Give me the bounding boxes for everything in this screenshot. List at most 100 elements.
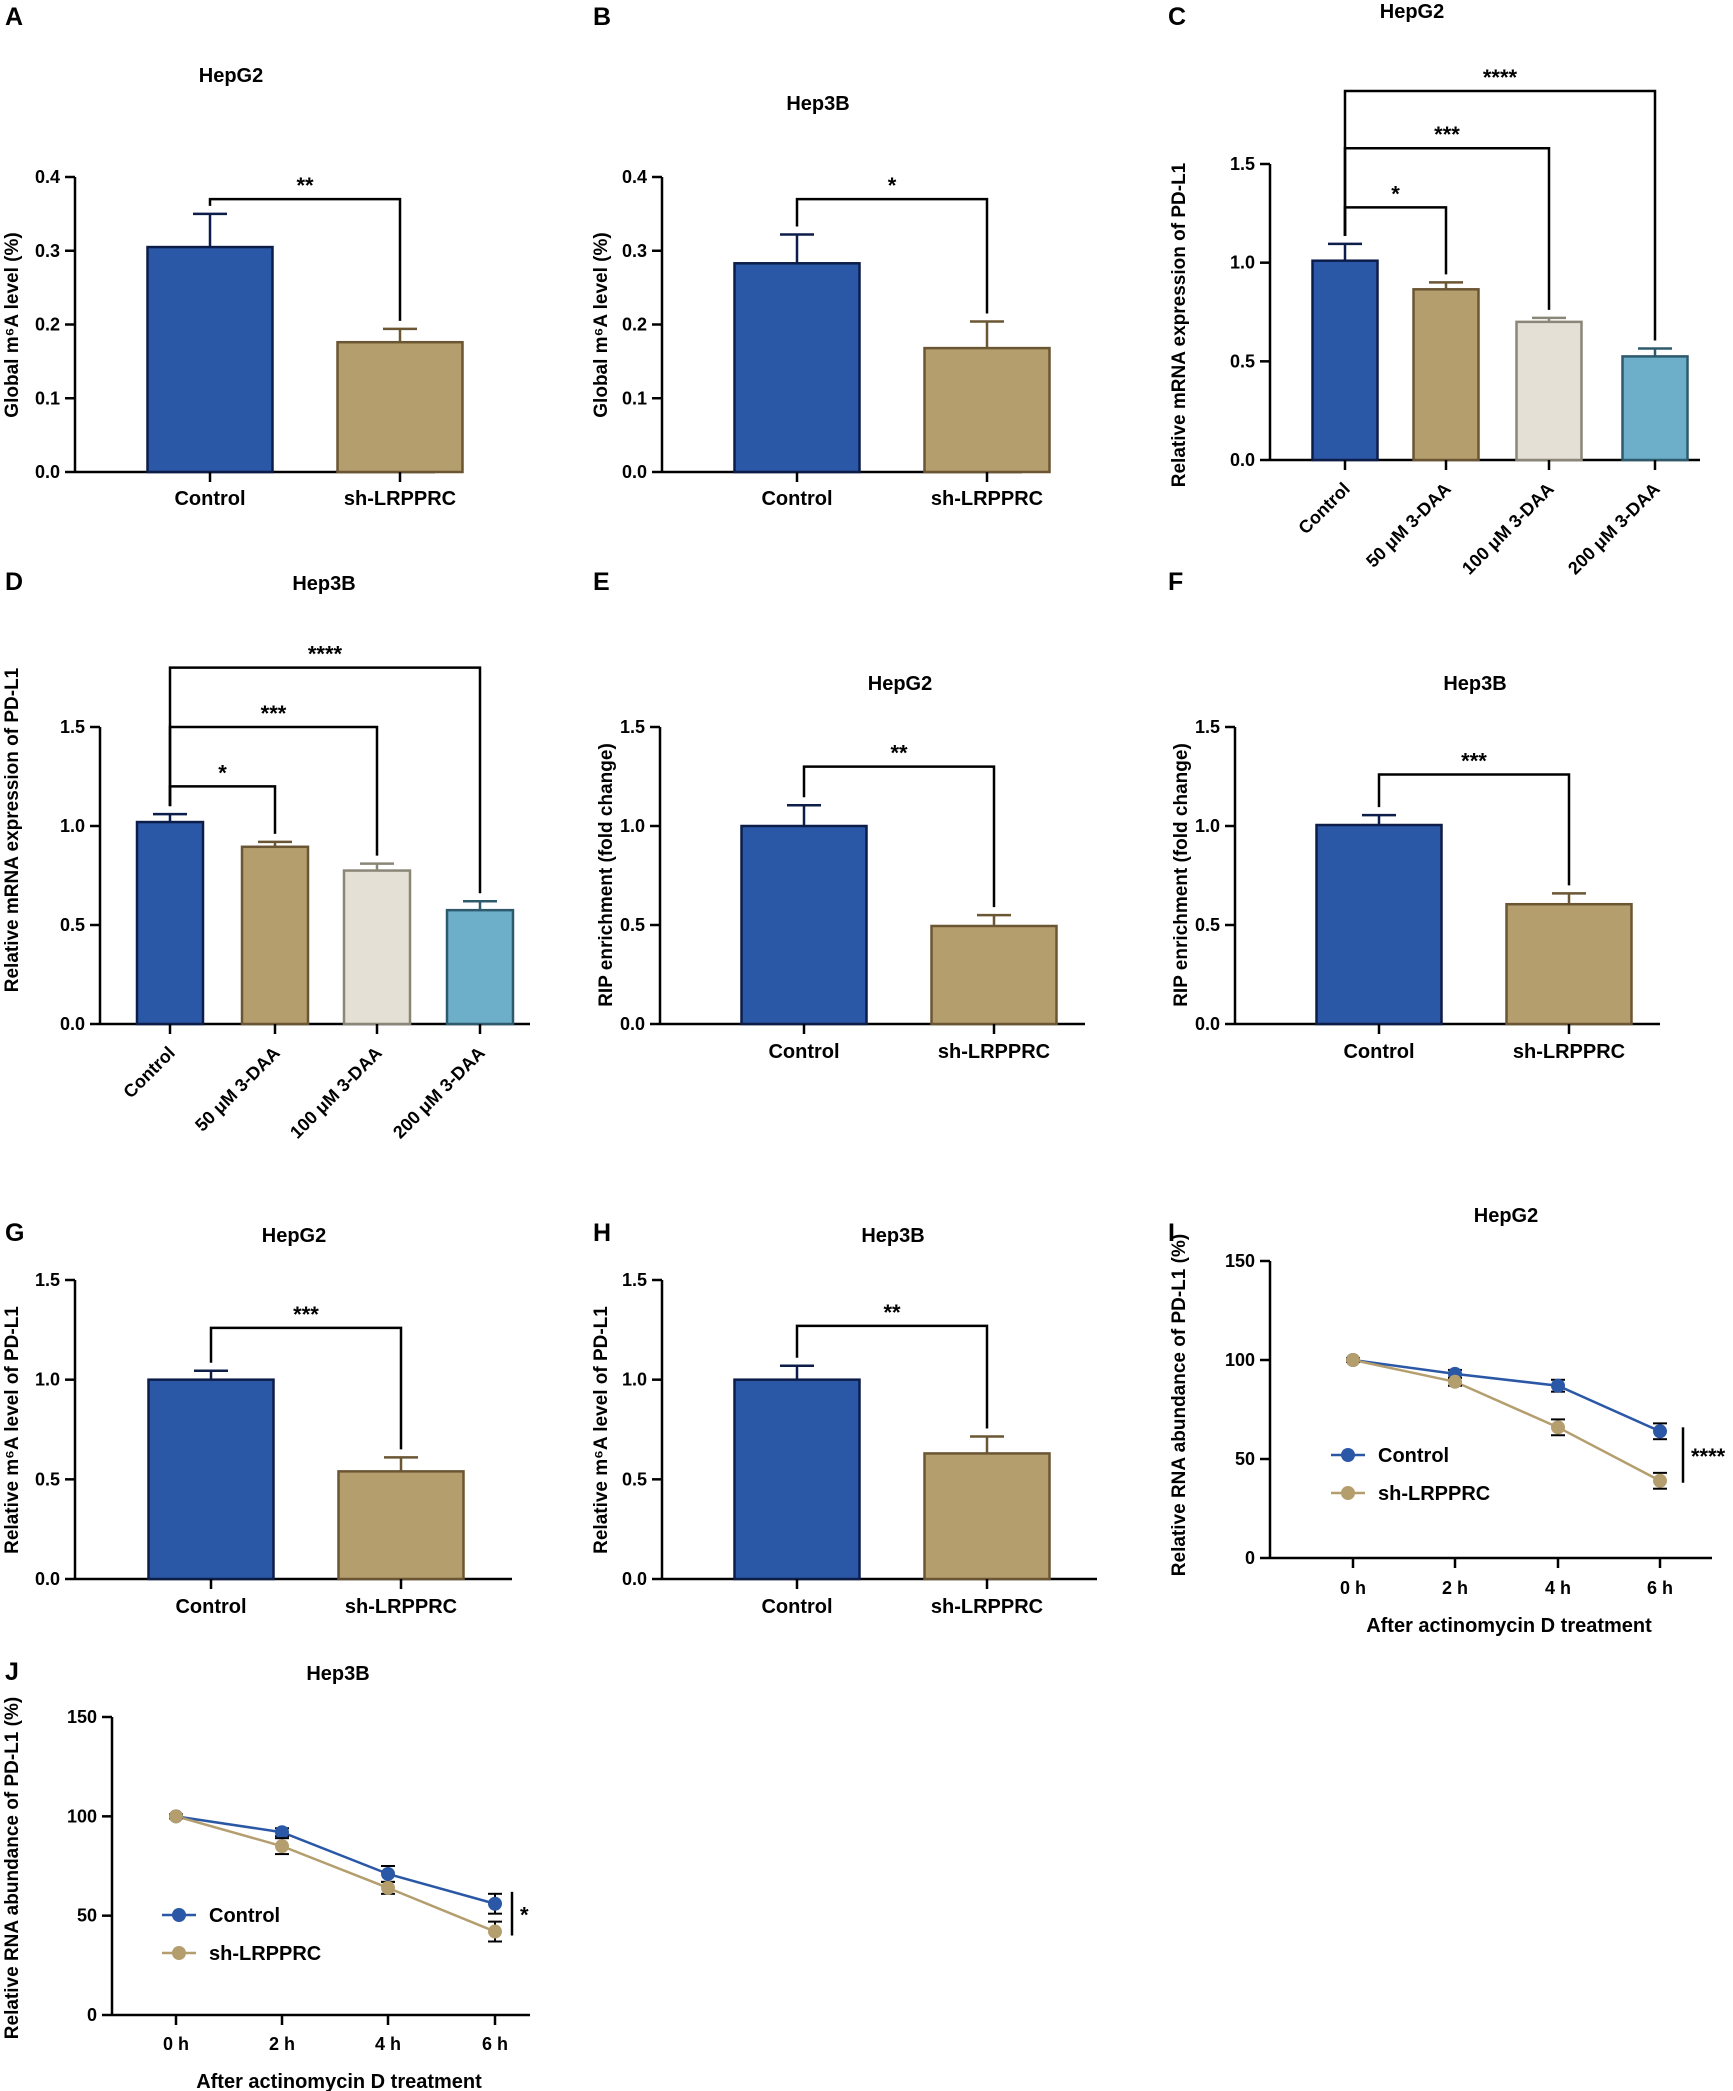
bar-200-m-3-daa (1621, 355, 1689, 462)
data-point-sh-lrpprc (1346, 1353, 1360, 1367)
x-tick-label: sh-LRPPRC (931, 1596, 1043, 1618)
y-tick-label: 0.0 (622, 1569, 647, 1589)
y-tick-label: 1.5 (1230, 154, 1255, 174)
series-line-sh-lrpprc (175, 1815, 496, 1933)
y-tick-label: 1.0 (1195, 816, 1220, 836)
data-point-control (381, 1866, 395, 1881)
x-axis-label: After actinomycin D treatment (1366, 1615, 1652, 1637)
legend-swatch-marker (1341, 1448, 1355, 1462)
bar-sh-lrpprc (337, 1470, 465, 1581)
chart-title: HepG2 (868, 673, 932, 695)
y-tick-label: 0.3 (622, 241, 647, 261)
significance-label: **** (1483, 65, 1518, 90)
y-tick-label: 100 (1225, 1350, 1255, 1370)
panel-letter: J (5, 1658, 19, 1686)
x-tick-label: 50 μM 3-DAA (191, 1043, 284, 1136)
data-point-sh-lrpprc (275, 1839, 289, 1854)
y-tick-label: 0.2 (35, 315, 60, 335)
y-tick-label: 0.3 (35, 241, 60, 261)
bar-control (733, 262, 861, 474)
x-tick-label: 6 h (482, 2034, 508, 2054)
x-tick-label: sh-LRPPRC (345, 1596, 457, 1618)
panel-letter: D (5, 568, 23, 596)
y-axis-label: Relative mRNA expression of PD-L1 (1169, 162, 1190, 487)
y-tick-label: 1.5 (620, 717, 645, 737)
x-tick-label: 200 μM 3-DAA (1564, 479, 1664, 579)
x-tick-label: 4 h (375, 2034, 401, 2054)
y-tick-label: 1.0 (35, 1370, 60, 1390)
legend-label: sh-LRPPRC (209, 1943, 321, 1965)
chart-title: HepG2 (1474, 1205, 1538, 1227)
chart-title: Hep3B (1443, 673, 1506, 695)
x-tick-label: Control (119, 1043, 178, 1102)
legend-swatch-marker (172, 1946, 186, 1960)
bar-control (135, 820, 205, 1026)
x-tick-label: 6 h (1647, 1578, 1673, 1598)
y-tick-label: 0.0 (1195, 1014, 1220, 1034)
bar-200-m-3-daa (445, 908, 515, 1026)
y-tick-label: 100 (67, 1806, 97, 1826)
significance-label: *** (1461, 749, 1487, 774)
y-tick-label: 0.5 (620, 915, 645, 935)
significance-label: * (520, 1903, 529, 1928)
y-tick-label: 1.5 (1195, 717, 1220, 737)
significance-label: ** (890, 741, 908, 766)
y-tick-label: 0.0 (35, 462, 60, 482)
significance-bracket (802, 765, 996, 908)
x-axis-label: After actinomycin D treatment (196, 2071, 482, 2091)
legend-label: Control (1378, 1445, 1449, 1467)
x-tick-label: 0 h (163, 2034, 189, 2054)
series-line-control (175, 1815, 496, 1905)
significance-label: * (1391, 181, 1400, 206)
bar-sh-lrpprc (1505, 902, 1633, 1026)
y-tick-label: 1.5 (35, 1270, 60, 1290)
x-tick-label: 100 μM 3-DAA (286, 1043, 386, 1143)
y-axis-label: RIP enrichment (fold change) (596, 743, 617, 1007)
significance-label: * (888, 173, 897, 198)
y-axis-label: Global m⁶A level (%) (2, 232, 23, 417)
y-tick-label: 1.0 (622, 1370, 647, 1390)
y-tick-label: 1.0 (1230, 253, 1255, 273)
y-tick-label: 0.4 (35, 167, 60, 187)
bar-sh-lrpprc (923, 346, 1051, 474)
significance-bracket (795, 197, 989, 314)
y-tick-label: 0.0 (35, 1569, 60, 1589)
data-point-sh-lrpprc (1551, 1420, 1565, 1435)
y-tick-label: 0.5 (60, 915, 85, 935)
significance-bracket (208, 197, 402, 321)
bar-sh-lrpprc (930, 924, 1058, 1026)
series-line-sh-lrpprc (1352, 1358, 1661, 1482)
y-axis-label: Relative m⁶A level of PD-L1 (2, 1306, 23, 1554)
y-tick-label: 0.5 (1195, 915, 1220, 935)
significance-label: *** (1434, 122, 1460, 147)
x-tick-label: Control (1294, 479, 1353, 538)
x-tick-label: 0 h (1340, 1578, 1366, 1598)
data-point-control (1551, 1378, 1565, 1393)
y-axis-label: Relative RNA abundance of PD-L1 (%) (1169, 1234, 1190, 1576)
chart-title: Hep3B (292, 573, 355, 595)
y-tick-label: 0.5 (35, 1469, 60, 1489)
y-tick-label: 0.0 (1230, 450, 1255, 470)
bar-control (146, 245, 274, 474)
panel-letter: E (593, 568, 610, 596)
x-tick-label: 200 μM 3-DAA (389, 1043, 489, 1143)
x-tick-label: 2 h (269, 2034, 295, 2054)
y-axis-label: Relative RNA abundance of PD-L1 (%) (2, 1697, 23, 2039)
x-tick-label: 100 μM 3-DAA (1458, 479, 1558, 579)
panel-letter: G (5, 1219, 24, 1247)
y-tick-label: 0.0 (60, 1014, 85, 1034)
chart-title: HepG2 (199, 65, 263, 87)
bar-control (740, 824, 868, 1026)
significance-label: ** (883, 1300, 901, 1325)
significance-bracket (209, 1326, 403, 1450)
significance-label: *** (261, 701, 287, 726)
y-tick-label: 0.0 (620, 1014, 645, 1034)
significance-bracket (795, 1324, 989, 1429)
bar-50-m-3-daa (240, 845, 310, 1026)
significance-label: * (218, 760, 227, 785)
y-tick-label: 1.0 (60, 816, 85, 836)
x-tick-label: 50 μM 3-DAA (1362, 479, 1455, 572)
y-tick-label: 0 (87, 2005, 97, 2025)
y-tick-label: 0.1 (622, 388, 647, 408)
